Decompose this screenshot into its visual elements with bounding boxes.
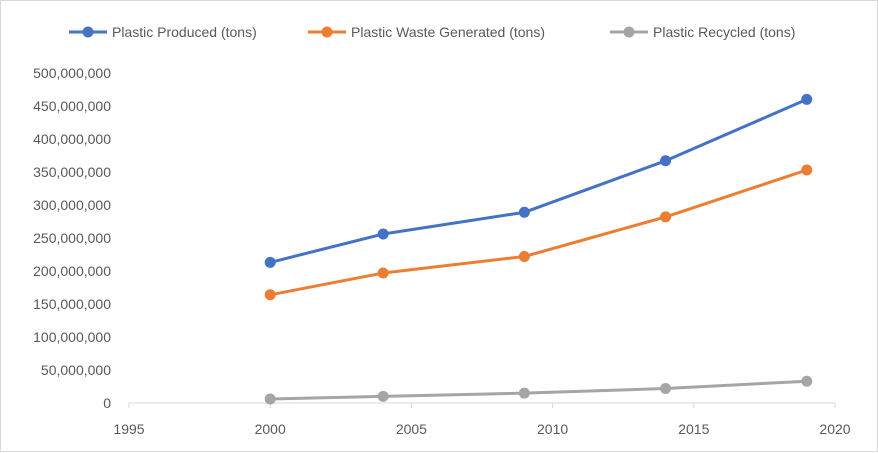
x-tick-label: 2005 <box>396 421 427 437</box>
series <box>264 93 813 268</box>
data-point <box>801 375 813 387</box>
series <box>264 164 813 301</box>
legend-item: Plastic Waste Generated (tons) <box>308 24 545 40</box>
data-point <box>264 393 276 405</box>
series-line <box>268 97 809 264</box>
y-tick-label: 200,000,000 <box>33 263 111 279</box>
y-tick-label: 400,000,000 <box>33 131 111 147</box>
legend-marker <box>623 26 635 38</box>
x-tick-label: 2000 <box>255 421 286 437</box>
series-line <box>268 379 809 401</box>
data-point <box>518 387 530 399</box>
legend-label: Plastic Waste Generated (tons) <box>351 24 545 40</box>
plot-area <box>264 93 813 405</box>
x-tick-label: 2010 <box>537 421 568 437</box>
y-axis: 0 50,000,000 100,000,000 150,000,000 200,000… <box>33 65 111 411</box>
y-tick-label: 150,000,000 <box>33 296 111 312</box>
data-point <box>264 289 276 301</box>
data-point <box>801 93 813 105</box>
x-axis: 1995 2000 2005 2010 2015 2020 <box>113 402 851 437</box>
data-point <box>518 250 530 262</box>
y-tick-label: 450,000,000 <box>33 98 111 114</box>
y-tick-label: 100,000,000 <box>33 329 111 345</box>
data-point <box>801 164 813 176</box>
legend-marker <box>82 26 94 38</box>
data-point <box>660 382 672 394</box>
legend-item: Plastic Recycled (tons) <box>610 24 795 40</box>
series-line <box>268 168 809 297</box>
data-point <box>377 390 389 402</box>
series <box>264 375 813 405</box>
y-tick-label: 0 <box>103 395 111 411</box>
x-tick-label: 2020 <box>819 421 850 437</box>
x-tick-label: 1995 <box>113 421 144 437</box>
legend-label: Plastic Recycled (tons) <box>653 24 795 40</box>
y-tick-label: 500,000,000 <box>33 65 111 81</box>
legend-label: Plastic Produced (tons) <box>112 24 257 40</box>
y-tick-label: 350,000,000 <box>33 164 111 180</box>
data-point <box>377 267 389 279</box>
x-tick-label: 2015 <box>678 421 709 437</box>
data-point <box>377 228 389 240</box>
y-tick-label: 50,000,000 <box>41 362 111 378</box>
data-point <box>660 155 672 167</box>
legend: Plastic Produced (tons) Plastic Waste Gen… <box>69 24 795 40</box>
data-point <box>518 206 530 218</box>
y-tick-label: 300,000,000 <box>33 197 111 213</box>
legend-marker <box>321 26 333 38</box>
data-point <box>264 256 276 268</box>
y-tick-label: 250,000,000 <box>33 230 111 246</box>
legend-item: Plastic Produced (tons) <box>69 24 257 40</box>
data-point <box>660 211 672 223</box>
